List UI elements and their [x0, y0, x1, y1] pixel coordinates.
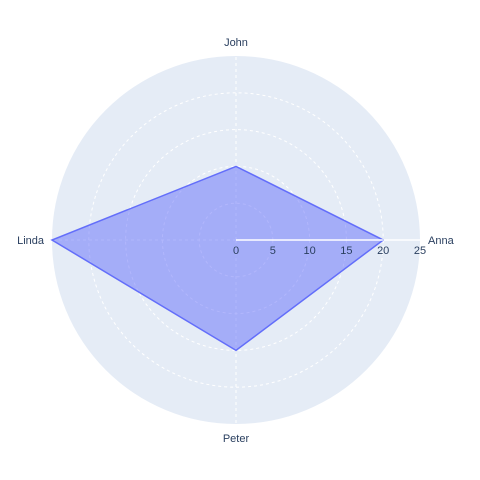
series-points	[51, 165, 384, 351]
point-anna	[382, 239, 384, 241]
point-john	[235, 165, 237, 167]
angular-label-anna: Anna	[428, 235, 455, 247]
radial-tick-5: 5	[270, 245, 276, 257]
angular-label-linda: Linda	[17, 235, 45, 247]
angular-label-john: John	[224, 37, 248, 49]
radial-tick-15: 15	[340, 245, 352, 257]
point-linda	[51, 239, 53, 241]
radial-tick-0: 0	[233, 245, 239, 257]
radial-tick-20: 20	[377, 245, 389, 257]
radial-tick-10: 10	[303, 245, 315, 257]
angular-label-peter: Peter	[223, 433, 250, 445]
radial-tick-25: 25	[414, 245, 426, 257]
angular-tick-labels: Anna John Linda Peter	[17, 37, 454, 445]
radial-tick-labels: 0 5 10 15 20 25	[233, 245, 426, 257]
point-peter	[235, 349, 237, 351]
